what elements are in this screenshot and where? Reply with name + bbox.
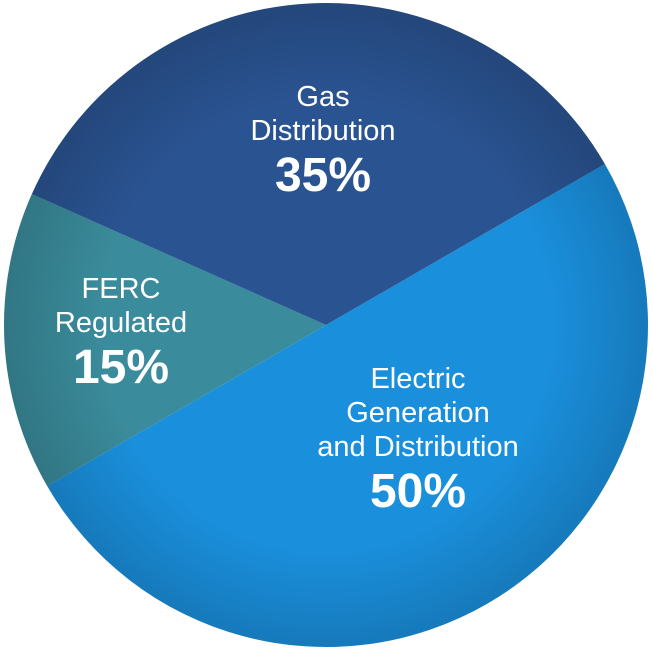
value-label: 15%: [72, 341, 170, 394]
value-label: 35%: [274, 149, 372, 202]
category-label: Gas Distribution: [250, 81, 396, 147]
slice-label: Gas Distribution 35%: [250, 80, 395, 204]
category-label: Electric Generation and Distribution: [317, 363, 519, 463]
value-label: 50%: [369, 465, 467, 518]
slice-label: FERC Regulated 15%: [55, 272, 187, 396]
slice-label: Electric Generation and Distribution 50%: [317, 362, 519, 520]
category-label: FERC Regulated: [54, 273, 188, 339]
